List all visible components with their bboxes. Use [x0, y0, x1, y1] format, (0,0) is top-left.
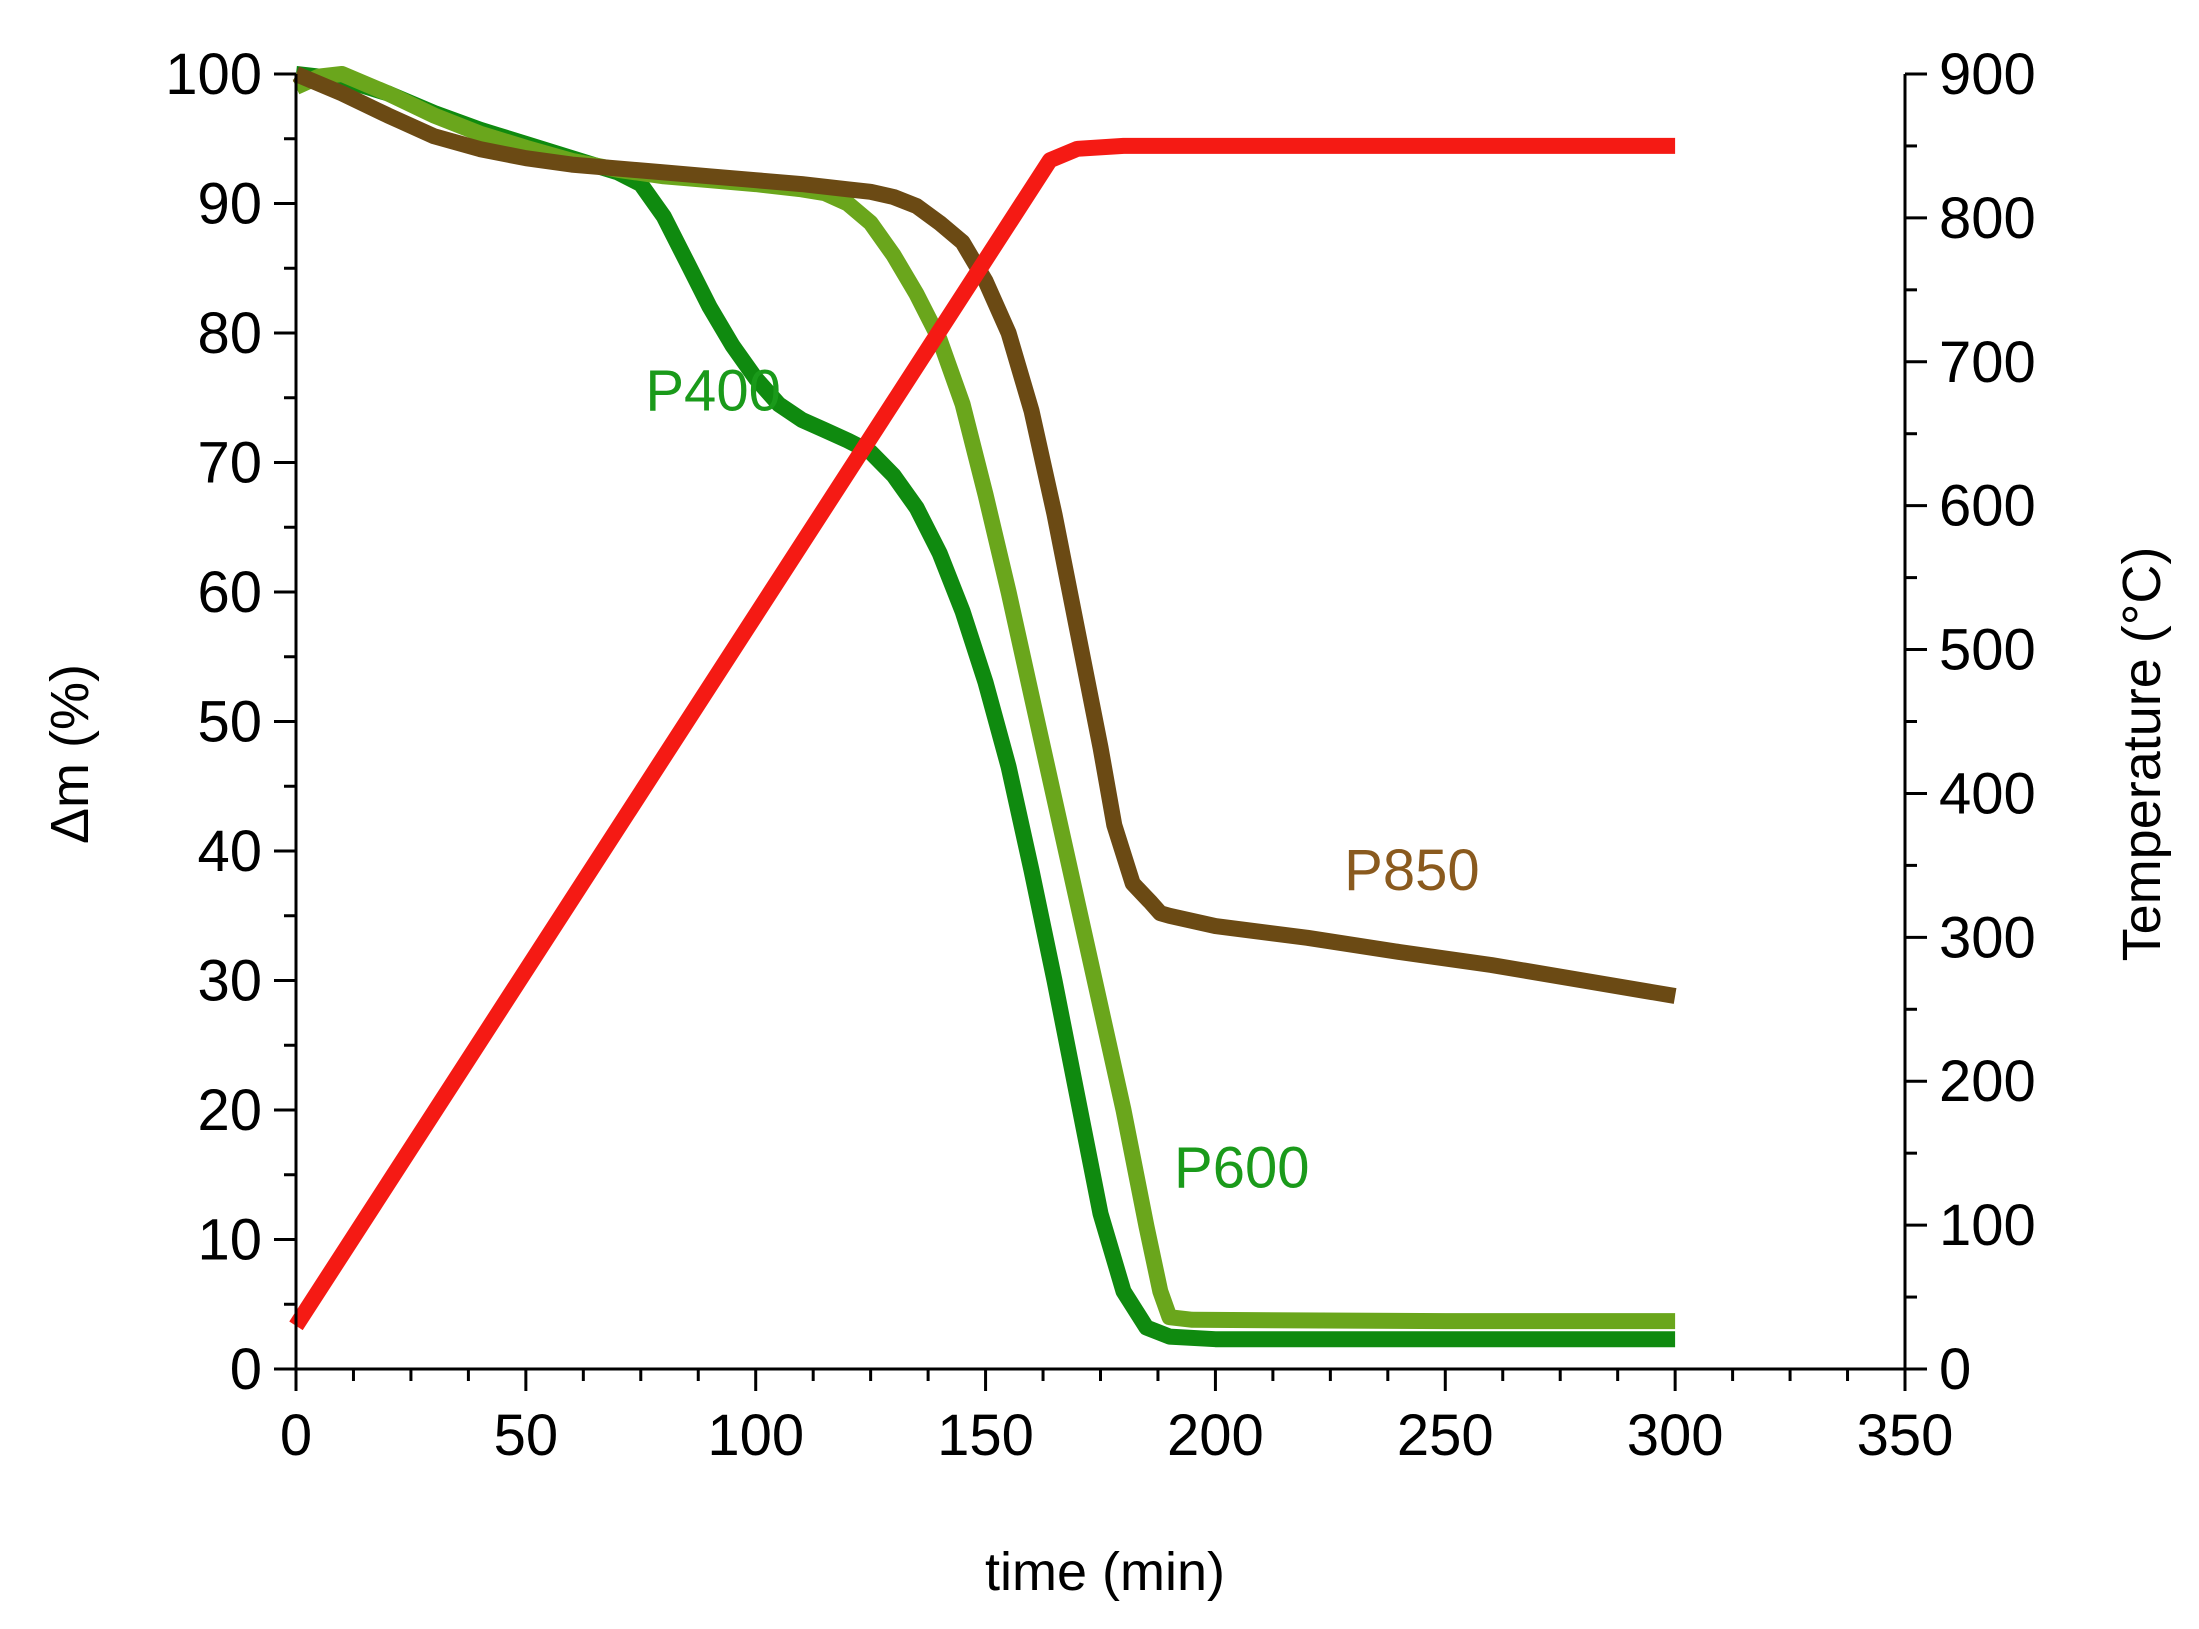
y-tick-label: 60 — [197, 560, 262, 625]
x-tick-label: 150 — [937, 1403, 1034, 1468]
y2-tick-label: 700 — [1939, 330, 2036, 395]
y-tick-label: 100 — [165, 42, 262, 107]
x-tick-label: 250 — [1397, 1403, 1494, 1468]
y-tick-label: 10 — [197, 1208, 262, 1273]
series-line-p850 — [292, 66, 1677, 1004]
x-axis-title: time (min) — [985, 1542, 1225, 1602]
series-layer — [289, 66, 1677, 1348]
x-tick-label: 200 — [1167, 1403, 1264, 1468]
x-tick-label: 0 — [280, 1403, 312, 1468]
y-tick-label: 50 — [197, 690, 262, 755]
y2-tick-label: 500 — [1939, 618, 2036, 683]
y2-tick-label: 300 — [1939, 905, 2036, 970]
x-tick-label: 300 — [1627, 1403, 1724, 1468]
x-tick-label: 100 — [707, 1403, 804, 1468]
y2-tick-label: 800 — [1939, 186, 2036, 251]
series-label-p400: P400 — [645, 359, 780, 424]
x-tick-label: 350 — [1857, 1403, 1954, 1468]
y-tick-label: 90 — [197, 172, 262, 237]
y2-tick-label: 400 — [1939, 761, 2036, 826]
y-tick-label: 80 — [197, 301, 262, 366]
y2-tick-label: 600 — [1939, 474, 2036, 539]
y-tick-label: 0 — [230, 1337, 262, 1402]
y-tick-label: 20 — [197, 1078, 262, 1143]
labels-layer: P400 P600 P850 — [645, 359, 1479, 1201]
axes-layer: 0 50 100 150 200 250 300 3500102030405060708090… — [165, 42, 2036, 1468]
series-line-p600 — [292, 66, 1676, 1330]
y2-tick-label: 200 — [1939, 1049, 2036, 1114]
y2-tick-label: 0 — [1939, 1337, 1971, 1402]
x-tick-label: 50 — [494, 1403, 559, 1468]
y-tick-label: 30 — [197, 949, 262, 1014]
y-axis-title: Δm (%) — [40, 664, 100, 844]
y-tick-label: 70 — [197, 431, 262, 496]
y2-axis-title: Temperature (°C) — [2112, 547, 2172, 962]
y2-tick-label: 100 — [1939, 1193, 2036, 1258]
series-label-p600: P600 — [1174, 1136, 1309, 1201]
series-label-p850: P850 — [1344, 838, 1479, 903]
y-tick-label: 40 — [197, 819, 262, 884]
y2-tick-label: 900 — [1939, 42, 2036, 107]
series-line-temperature — [289, 137, 1676, 1331]
